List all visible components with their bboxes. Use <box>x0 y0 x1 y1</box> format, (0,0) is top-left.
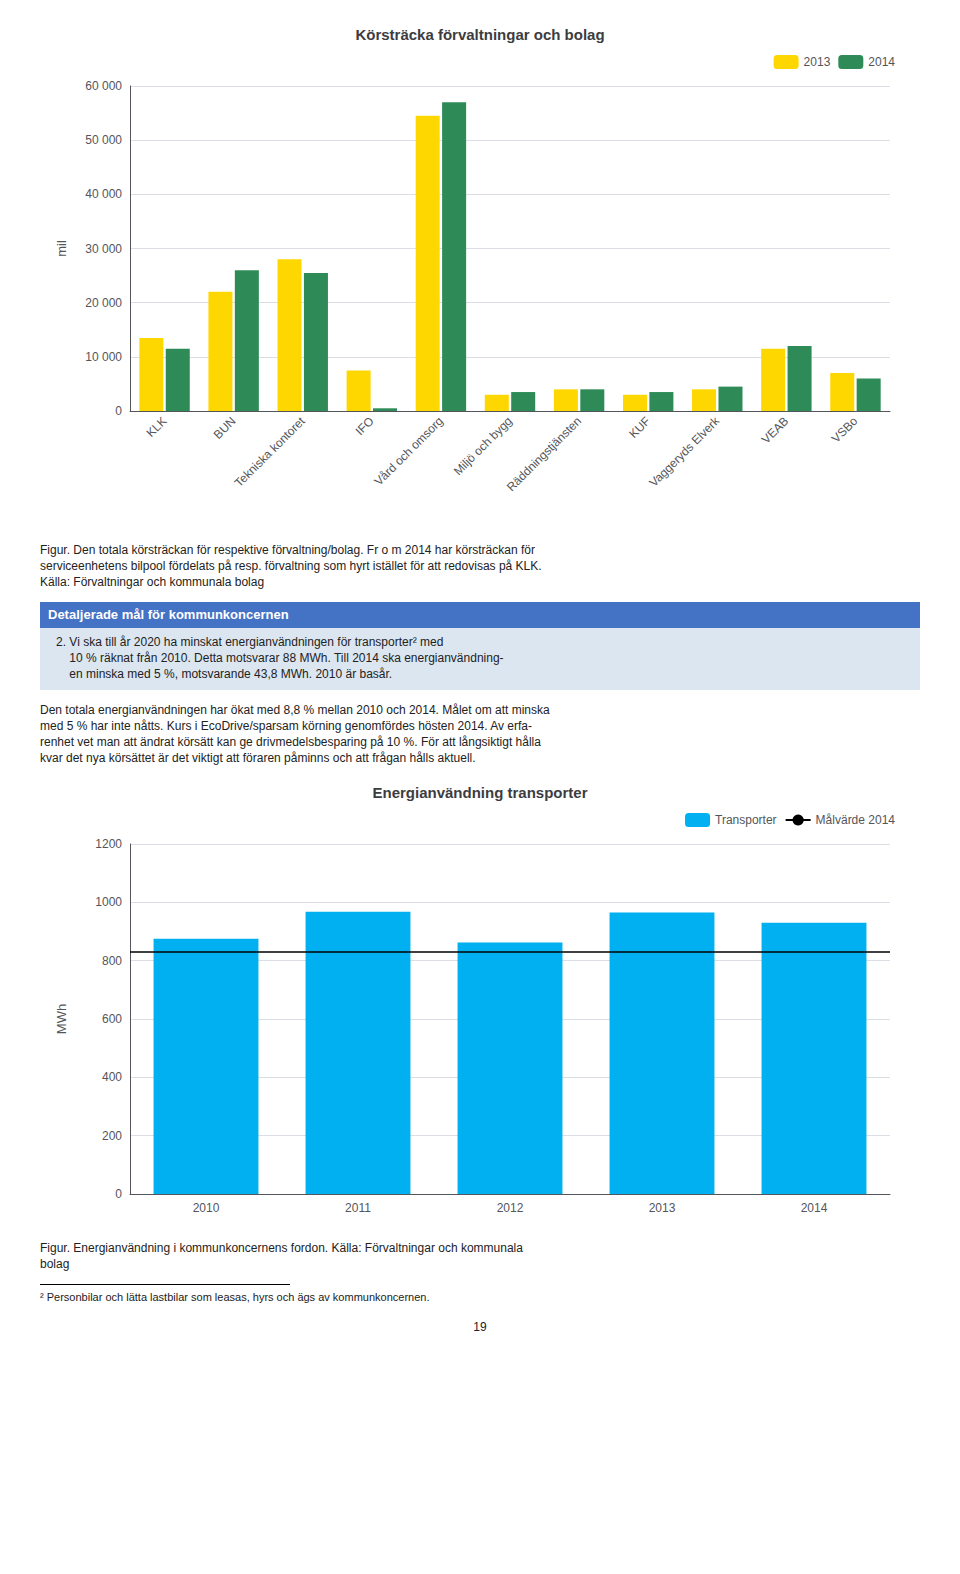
svg-text:KUF: KUF <box>626 414 653 441</box>
svg-text:Transporter: Transporter <box>715 813 777 827</box>
svg-text:VEAB: VEAB <box>759 414 792 447</box>
svg-text:Målvärde 2014: Målvärde 2014 <box>816 813 896 827</box>
svg-text:600: 600 <box>102 1012 122 1026</box>
svg-text:1200: 1200 <box>95 837 122 851</box>
svg-text:200: 200 <box>102 1129 122 1143</box>
svg-text:40 000: 40 000 <box>85 187 122 201</box>
svg-text:MWh: MWh <box>54 1004 69 1034</box>
svg-text:20 000: 20 000 <box>85 296 122 310</box>
html-text:² Personbilar och lätta lastbi: ² Personbilar och lätta lastbilar som le… <box>40 1291 430 1303</box>
svg-text:VSBo: VSBo <box>829 414 861 446</box>
svg-text:KLK: KLK <box>144 414 170 440</box>
svg-text:BUN: BUN <box>211 414 239 442</box>
svg-text:2011: 2011 <box>345 1201 371 1215</box>
svg-text:0: 0 <box>115 404 122 418</box>
svg-text:Körsträcka förvaltningar och b: Körsträcka förvaltningar och bolag <box>355 26 604 43</box>
html-text:19: 19 <box>473 1320 487 1334</box>
html-text:Figur. Den totala körsträckan: Figur. Den totala körsträckan för respek… <box>40 543 542 589</box>
svg-text:mil: mil <box>54 240 69 257</box>
svg-text:Vaggeryds Elverk: Vaggeryds Elverk <box>647 413 723 489</box>
svg-text:400: 400 <box>102 1070 122 1084</box>
svg-text:2014: 2014 <box>868 55 895 69</box>
svg-text:2012: 2012 <box>497 1201 524 1215</box>
svg-text:1000: 1000 <box>95 895 122 909</box>
svg-text:60 000: 60 000 <box>85 79 122 93</box>
html-text:2. Vi ska till år 2020 ha mins: 2. Vi ska till år 2020 ha minskat energi… <box>56 635 504 681</box>
svg-text:30 000: 30 000 <box>85 242 122 256</box>
svg-text:Energianvändning transporter: Energianvändning transporter <box>372 784 587 801</box>
svg-text:2010: 2010 <box>193 1201 220 1215</box>
html-text:Den totala energianvändningen: Den totala energianvändningen har ökat m… <box>40 703 550 765</box>
svg-text:IFO: IFO <box>353 414 377 438</box>
svg-text:10 000: 10 000 <box>85 350 122 364</box>
svg-text:2013: 2013 <box>804 55 831 69</box>
svg-text:800: 800 <box>102 954 122 968</box>
html-text:Figur. Energianvändning i komm: Figur. Energianvändning i kommunkoncerne… <box>40 1241 523 1271</box>
svg-text:Tekniska kontoret: Tekniska kontoret <box>232 414 308 490</box>
svg-text:50 000: 50 000 <box>85 133 122 147</box>
svg-text:0: 0 <box>115 1187 122 1201</box>
svg-text:2013: 2013 <box>649 1201 676 1215</box>
svg-text:Vård och omsorg: Vård och omsorg <box>371 414 445 488</box>
html-text:Detaljerade mål för kommunkonc: Detaljerade mål för kommunkoncernen <box>48 607 289 622</box>
svg-text:Räddningstjänsten: Räddningstjänsten <box>504 414 584 494</box>
svg-text:2014: 2014 <box>801 1201 828 1215</box>
svg-text:Miljö och bygg: Miljö och bygg <box>451 414 515 478</box>
